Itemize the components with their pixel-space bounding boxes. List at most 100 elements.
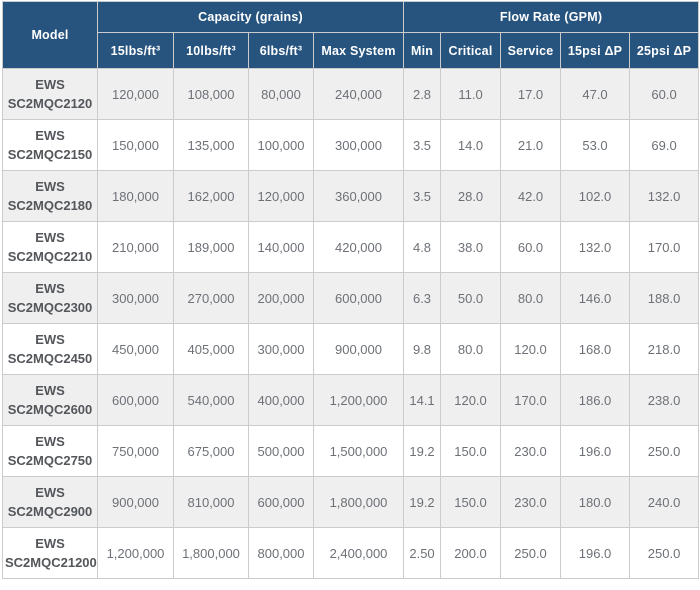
model-name-line1: EWS [35, 332, 65, 347]
model-name-line1: EWS [35, 179, 65, 194]
flow-min-value: 19.2 [403, 476, 442, 528]
capacity-max-system-value: 1,200,000 [312, 374, 405, 426]
flow-min-value: 2.50 [403, 527, 442, 579]
capacity-6lbs-value: 500,000 [248, 425, 314, 477]
model-name-line1: EWS [35, 230, 65, 245]
model-cell: EWS SC2MQC2450 [2, 323, 98, 375]
capacity-6lbs-value: 120,000 [248, 170, 314, 222]
capacity-max-system-value: 1,800,000 [312, 476, 405, 528]
table-row: EWS SC2MQC2900 900,000 810,000 600,000 1… [2, 476, 700, 528]
table-body: EWS SC2MQC2120 120,000 108,000 80,000 24… [2, 68, 700, 579]
model-cell: EWS SC2MQC2210 [2, 221, 98, 273]
model-name-line1: EWS [35, 77, 65, 92]
model-name-line2: SC2MQC2450 [7, 351, 93, 366]
subheader-max-system: Max System [312, 32, 405, 69]
flow-service-value: 17.0 [500, 68, 562, 120]
flow-25psi-dp-value: 218.0 [629, 323, 700, 375]
capacity-6lbs-value: 140,000 [248, 221, 314, 273]
capacity-10lbs-value: 270,000 [173, 272, 249, 324]
flow-min-value: 6.3 [403, 272, 442, 324]
flow-service-value: 250.0 [500, 527, 562, 579]
capacity-15lbs-value: 600,000 [97, 374, 174, 426]
capacity-max-system-value: 240,000 [312, 68, 405, 120]
subheader-15psi-dp: 15psi ΔP [560, 32, 631, 69]
model-cell: EWS SC2MQC2750 [2, 425, 98, 477]
capacity-10lbs-value: 675,000 [173, 425, 249, 477]
flow-15psi-dp-value: 186.0 [560, 374, 631, 426]
flow-min-value: 3.5 [403, 119, 442, 171]
capacity-6lbs-value: 400,000 [248, 374, 314, 426]
model-name-line1: EWS [35, 485, 65, 500]
flow-25psi-dp-value: 188.0 [629, 272, 700, 324]
subheader-service: Service [500, 32, 562, 69]
subheader-critical: Critical [440, 32, 502, 69]
table-row: EWS SC2MQC2750 750,000 675,000 500,000 1… [2, 425, 700, 477]
flow-25psi-dp-value: 60.0 [629, 68, 700, 120]
flow-critical-value: 150.0 [440, 425, 502, 477]
capacity-6lbs-value: 600,000 [248, 476, 314, 528]
table-row: EWS SC2MQC2150 150,000 135,000 100,000 3… [2, 119, 700, 171]
flow-25psi-dp-value: 240.0 [629, 476, 700, 528]
table-row: EWS SC2MQC2600 600,000 540,000 400,000 1… [2, 374, 700, 426]
table-row: EWS SC2MQC2120 120,000 108,000 80,000 24… [2, 68, 700, 120]
capacity-10lbs-value: 1,800,000 [173, 527, 249, 579]
capacity-max-system-value: 360,000 [312, 170, 405, 222]
model-cell: EWS SC2MQC2150 [2, 119, 98, 171]
capacity-6lbs-value: 800,000 [248, 527, 314, 579]
capacity-15lbs-value: 450,000 [97, 323, 174, 375]
table-row: EWS SC2MQC2180 180,000 162,000 120,000 3… [2, 170, 700, 222]
model-name-line1: EWS [35, 281, 65, 296]
capacity-10lbs-value: 810,000 [173, 476, 249, 528]
flow-critical-value: 28.0 [440, 170, 502, 222]
table-row: EWS SC2MQC21200 1,200,000 1,800,000 800,… [2, 527, 700, 579]
flow-critical-value: 120.0 [440, 374, 502, 426]
model-name-line2: SC2MQC2210 [7, 249, 93, 264]
capacity-15lbs-value: 210,000 [97, 221, 174, 273]
capacity-15lbs-value: 150,000 [97, 119, 174, 171]
capacity-max-system-value: 600,000 [312, 272, 405, 324]
flow-15psi-dp-value: 196.0 [560, 527, 631, 579]
model-cell: EWS SC2MQC2600 [2, 374, 98, 426]
model-name-line2: SC2MQC2120 [7, 96, 93, 111]
flow-25psi-dp-value: 69.0 [629, 119, 700, 171]
table-row: EWS SC2MQC2450 450,000 405,000 300,000 9… [2, 323, 700, 375]
flow-25psi-dp-value: 250.0 [629, 425, 700, 477]
flow-min-value: 19.2 [403, 425, 442, 477]
flow-15psi-dp-value: 102.0 [560, 170, 631, 222]
capacity-group-header: Capacity (grains) [96, 1, 405, 33]
softener-spec-table: Model Capacity (grains) Flow Rate (GPM) … [2, 1, 700, 579]
capacity-6lbs-value: 200,000 [248, 272, 314, 324]
model-name-line2: SC2MQC2900 [7, 504, 93, 519]
table-row: EWS SC2MQC2210 210,000 189,000 140,000 4… [2, 221, 700, 273]
flow-min-value: 14.1 [403, 374, 442, 426]
model-cell: EWS SC2MQC2120 [2, 68, 98, 120]
subheader-6lbs: 6lbs/ft³ [248, 32, 314, 69]
table-row: EWS SC2MQC2300 300,000 270,000 200,000 6… [2, 272, 700, 324]
model-cell: EWS SC2MQC2900 [2, 476, 98, 528]
flow-service-value: 80.0 [500, 272, 562, 324]
subheader-min: Min [403, 32, 442, 69]
capacity-max-system-value: 2,400,000 [312, 527, 405, 579]
capacity-6lbs-value: 300,000 [248, 323, 314, 375]
capacity-10lbs-value: 162,000 [173, 170, 249, 222]
header-sub-row: 15lbs/ft³ 10lbs/ft³ 6lbs/ft³ Max System … [3, 32, 700, 69]
flow-15psi-dp-value: 180.0 [560, 476, 631, 528]
flow-critical-value: 200.0 [440, 527, 502, 579]
flow-25psi-dp-value: 132.0 [629, 170, 700, 222]
model-name-line1: EWS [35, 383, 65, 398]
flow-25psi-dp-value: 238.0 [629, 374, 700, 426]
flow-25psi-dp-value: 250.0 [629, 527, 700, 579]
model-name-line2: SC2MQC2180 [7, 198, 93, 213]
model-name-line1: EWS [35, 434, 65, 449]
model-name-line1: EWS [35, 536, 65, 551]
flow-rate-group-header: Flow Rate (GPM) [403, 1, 700, 33]
flow-critical-value: 11.0 [440, 68, 502, 120]
flow-15psi-dp-value: 132.0 [560, 221, 631, 273]
flow-15psi-dp-value: 146.0 [560, 272, 631, 324]
model-cell: EWS SC2MQC2300 [2, 272, 98, 324]
flow-service-value: 42.0 [500, 170, 562, 222]
flow-15psi-dp-value: 53.0 [560, 119, 631, 171]
flow-min-value: 9.8 [403, 323, 442, 375]
flow-min-value: 4.8 [403, 221, 442, 273]
flow-critical-value: 50.0 [440, 272, 502, 324]
